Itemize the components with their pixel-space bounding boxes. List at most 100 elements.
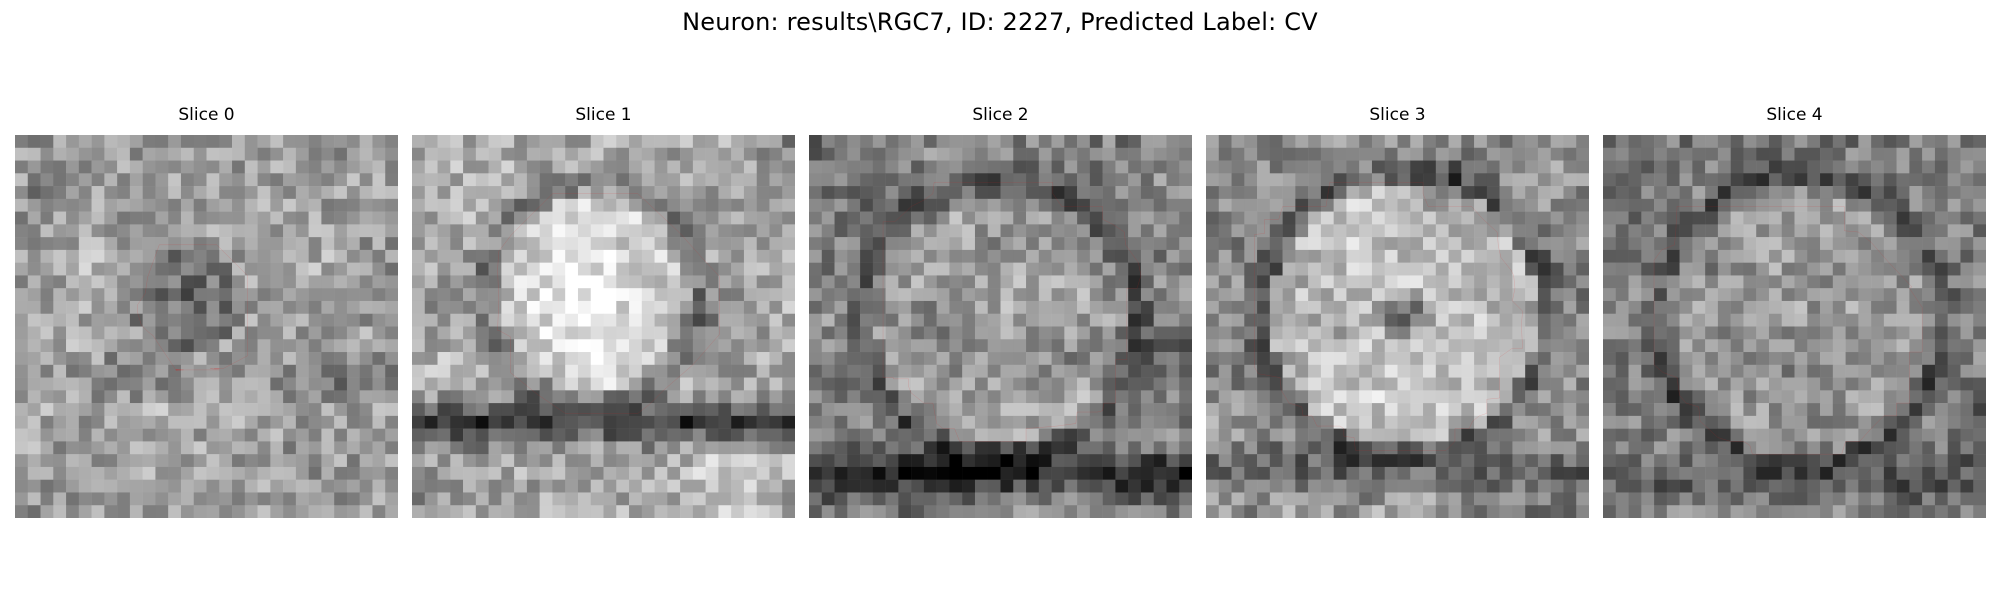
pixel xyxy=(1308,428,1322,442)
pixel xyxy=(295,415,309,429)
pixel xyxy=(1960,339,1974,353)
pixel xyxy=(1512,339,1526,353)
pixel xyxy=(1960,198,1974,212)
pixel xyxy=(641,428,655,442)
pixel xyxy=(475,262,489,276)
pixel xyxy=(1820,135,1834,149)
pixel xyxy=(1603,147,1617,161)
pixel xyxy=(1346,326,1360,340)
pixel xyxy=(1486,492,1500,506)
pixel xyxy=(1140,249,1154,263)
pixel xyxy=(782,262,795,276)
pixel xyxy=(1269,211,1283,225)
pixel xyxy=(385,479,398,493)
pixel xyxy=(769,339,783,353)
pixel xyxy=(475,390,489,404)
pixel xyxy=(1499,403,1513,417)
pixel xyxy=(1371,479,1385,493)
pixel xyxy=(577,211,591,225)
pixel xyxy=(629,147,643,161)
pixel xyxy=(27,377,41,391)
pixel xyxy=(1781,160,1795,174)
pixel xyxy=(962,428,976,442)
pixel xyxy=(1576,326,1589,340)
pixel xyxy=(936,211,950,225)
pixel xyxy=(577,262,591,276)
pixel xyxy=(1051,466,1065,480)
pixel xyxy=(743,135,757,149)
pixel xyxy=(1973,224,1986,238)
pixel xyxy=(1730,288,1744,302)
pixel xyxy=(1909,173,1923,187)
pixel xyxy=(475,237,489,251)
pixel xyxy=(1269,262,1283,276)
pixel xyxy=(1435,505,1449,518)
pixel xyxy=(1654,173,1668,187)
pixel xyxy=(872,173,886,187)
pixel xyxy=(987,160,1001,174)
pixel xyxy=(1320,300,1334,314)
pixel xyxy=(257,211,271,225)
pixel xyxy=(1051,326,1065,340)
pixel xyxy=(731,173,745,187)
pixel xyxy=(1474,390,1488,404)
pixel xyxy=(270,160,284,174)
pixel xyxy=(129,403,143,417)
pixel xyxy=(1781,198,1795,212)
pixel xyxy=(321,339,335,353)
pixel xyxy=(1550,352,1564,366)
pixel xyxy=(1308,352,1322,366)
pixel xyxy=(1603,313,1617,327)
pixel xyxy=(1448,377,1462,391)
pixel xyxy=(936,288,950,302)
pixel xyxy=(756,352,770,366)
pixel xyxy=(1179,262,1192,276)
pixel xyxy=(667,288,681,302)
pixel xyxy=(718,403,732,417)
pixel xyxy=(244,275,258,289)
pixel xyxy=(1308,505,1322,518)
pixel xyxy=(193,441,207,455)
pixel xyxy=(1832,479,1846,493)
pixel xyxy=(1166,479,1180,493)
pixel xyxy=(1743,186,1757,200)
pixel xyxy=(1858,441,1872,455)
pixel xyxy=(1563,428,1577,442)
pixel xyxy=(1883,479,1897,493)
pixel xyxy=(1717,147,1731,161)
pixel xyxy=(27,262,41,276)
pixel xyxy=(475,326,489,340)
pixel xyxy=(1128,186,1142,200)
pixel xyxy=(911,377,925,391)
pixel xyxy=(1525,262,1539,276)
pixel xyxy=(1781,326,1795,340)
pixel xyxy=(1537,135,1551,149)
pixel xyxy=(1346,364,1360,378)
pixel xyxy=(1153,288,1167,302)
pixel xyxy=(66,300,80,314)
pixel xyxy=(629,135,643,149)
pixel xyxy=(1576,377,1589,391)
pixel xyxy=(641,505,655,518)
pixel xyxy=(705,326,719,340)
pixel xyxy=(1153,313,1167,327)
pixel xyxy=(1333,428,1347,442)
pixel xyxy=(1576,339,1589,353)
pixel xyxy=(1922,492,1936,506)
pixel xyxy=(1512,390,1526,404)
pixel xyxy=(475,211,489,225)
pixel xyxy=(1550,466,1564,480)
pixel xyxy=(1871,428,1885,442)
slice-image xyxy=(412,135,795,518)
pixel xyxy=(743,339,757,353)
pixel xyxy=(1153,186,1167,200)
pixel xyxy=(860,364,874,378)
pixel xyxy=(334,390,348,404)
pixel xyxy=(412,505,426,518)
pixel xyxy=(1026,275,1040,289)
pixel xyxy=(1308,377,1322,391)
pixel xyxy=(283,135,297,149)
pixel xyxy=(1089,492,1103,506)
pixel xyxy=(346,352,360,366)
pixel xyxy=(847,313,861,327)
